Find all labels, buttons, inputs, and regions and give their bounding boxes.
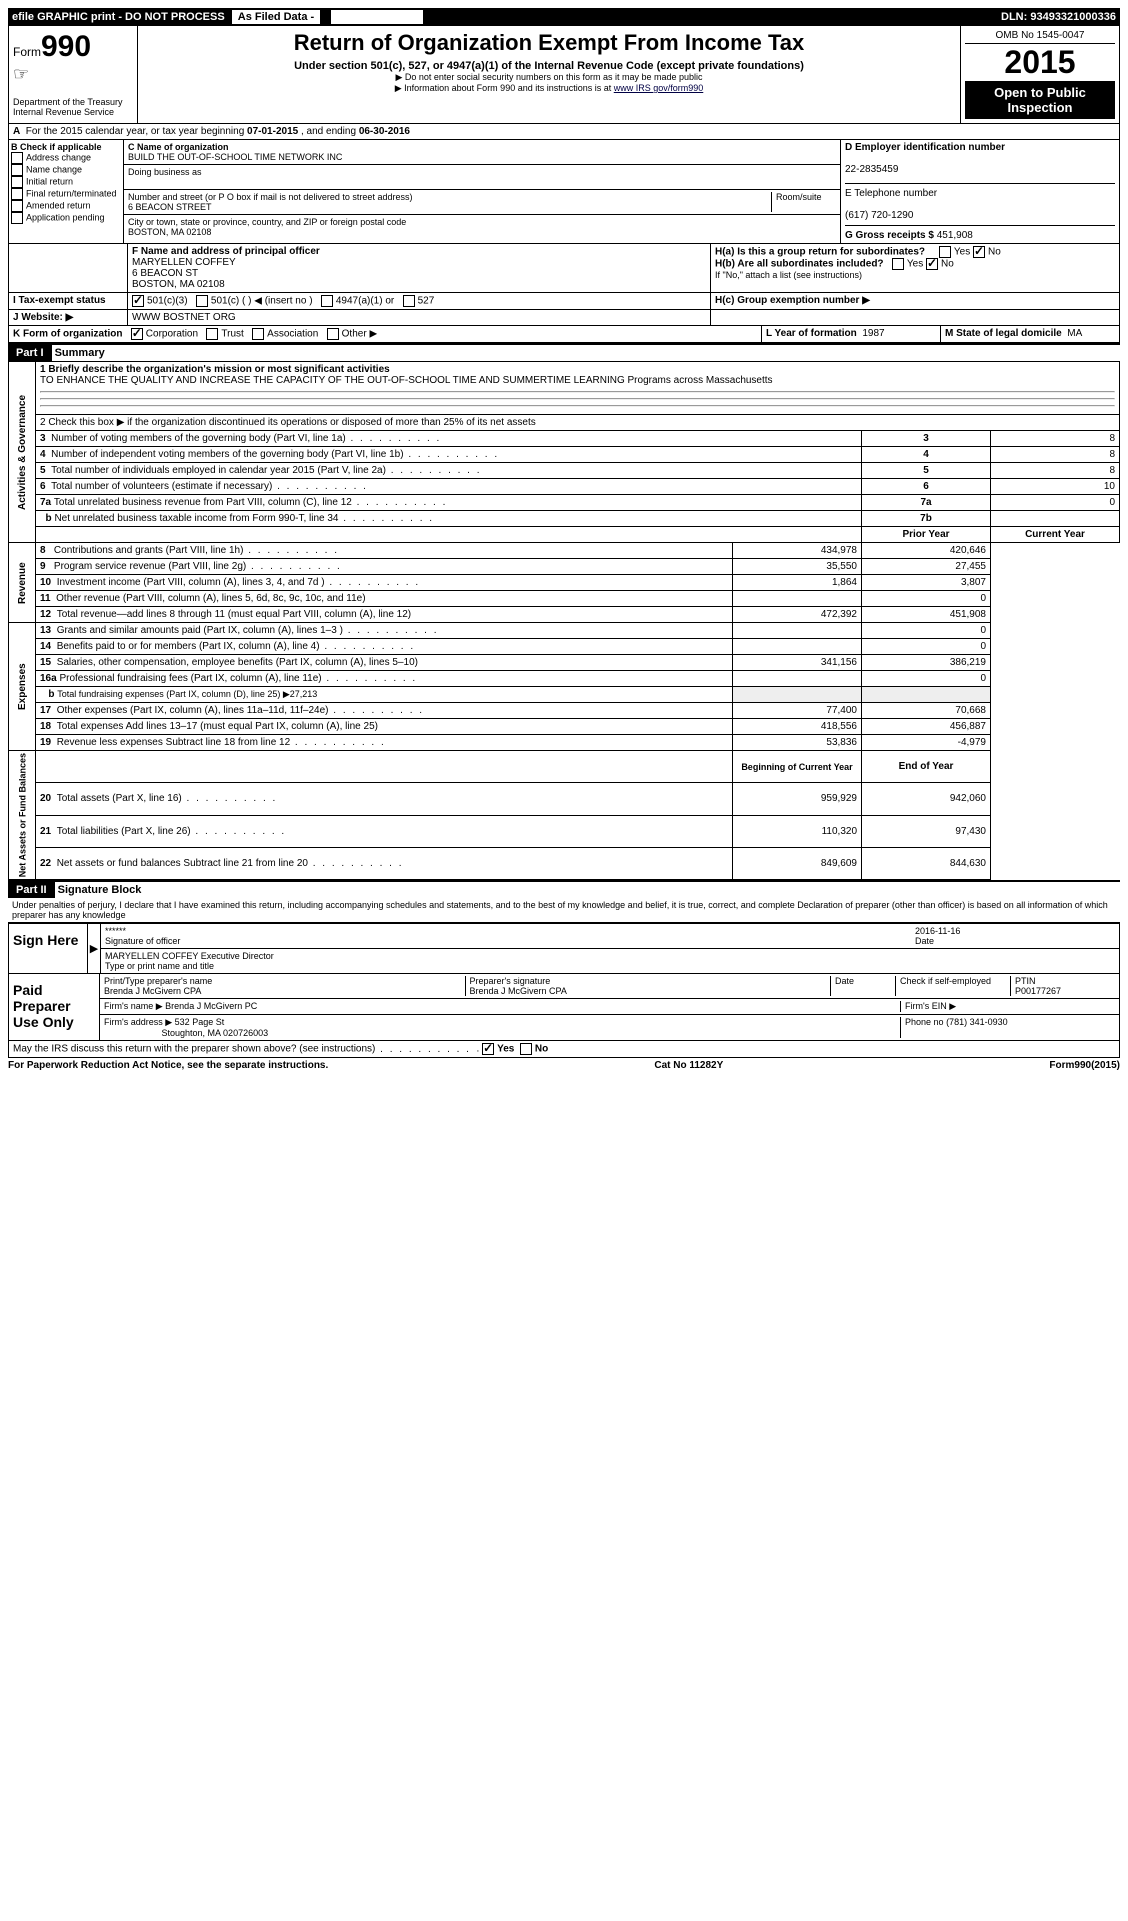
side-expenses: Expenses [9,623,36,751]
check-501c3[interactable] [132,295,144,307]
check-other[interactable] [327,328,339,340]
sign-here-label: Sign Here [9,924,87,973]
ein-value: 22-2835459 [845,164,898,175]
check-initial[interactable] [11,176,23,188]
form-number: 990 [41,30,91,63]
check-ha-no[interactable] [973,246,985,258]
phone-value: (617) 720-1290 [845,210,913,221]
signature-block: Sign Here ▶ ******Signature of officer 2… [8,922,1120,1041]
check-527[interactable] [403,295,415,307]
form-word: Form [13,45,41,59]
check-amended[interactable] [11,200,23,212]
check-discuss-no[interactable] [520,1043,532,1055]
check-hb-yes[interactable] [892,258,904,270]
check-discuss-yes[interactable] [482,1043,494,1055]
as-filed-blank [331,10,423,24]
note-info: ▶ Information about Form 990 and its ins… [142,83,956,94]
mission-text: TO ENHANCE THE QUALITY AND INCREASE THE … [40,375,773,386]
check-501c[interactable] [196,295,208,307]
line-j: J Website: ▶ WWW BOSTNET ORG [8,310,1120,326]
as-filed-field: As Filed Data - [232,10,320,24]
org-street: 6 BEACON STREET [128,202,212,212]
check-final[interactable] [11,188,23,200]
paid-preparer-label: Paid Preparer Use Only [9,974,99,1040]
section-bcd: B Check if applicable Address change Nam… [8,140,1120,244]
section-fh: F Name and address of principal officer … [8,244,1120,293]
dln-label: DLN: [1001,11,1027,23]
check-trust[interactable] [206,328,218,340]
omb-number: OMB No 1545-0047 [965,30,1115,44]
gross-receipts: 451,908 [937,230,973,241]
may-discuss-row: May the IRS discuss this return with the… [8,1041,1120,1058]
website-value: WWW BOSTNET ORG [128,310,711,325]
efile-label: efile GRAPHIC print - DO NOT PROCESS [12,11,225,23]
box-deg: D Employer identification number 22-2835… [841,140,1119,243]
box-c: C Name of organizationBUILD THE OUT-OF-S… [124,140,841,243]
perjury-declaration: Under penalties of perjury, I declare th… [8,898,1120,922]
check-corp[interactable] [131,328,143,340]
check-pending[interactable] [11,212,23,224]
check-assoc[interactable] [252,328,264,340]
line-i: I Tax-exempt status 501(c)(3) 501(c) ( )… [8,293,1120,310]
side-net-assets: Net Assets or Fund Balances [9,751,36,880]
note-ssn: ▶ Do not enter social security numbers o… [142,72,956,83]
form-subtitle: Under section 501(c), 527, or 4947(a)(1)… [142,60,956,72]
form-title: Return of Organization Exempt From Incom… [142,30,956,56]
dln-value: 93493321000336 [1030,11,1116,23]
org-name: BUILD THE OUT-OF-SCHOOL TIME NETWORK INC [128,152,342,162]
page-footer: For Paperwork Reduction Act Notice, see … [8,1060,1120,1071]
check-hb-no[interactable] [926,258,938,270]
side-revenue: Revenue [9,543,36,623]
line-a-tax-year: A For the 2015 calendar year, or tax yea… [8,124,1120,140]
box-b: B Check if applicable Address change Nam… [9,140,124,243]
org-city: BOSTON, MA 02108 [128,227,211,237]
part2-header: Part II Signature Block [8,880,1120,898]
summary-table: Activities & Governance 1 Briefly descri… [8,361,1120,880]
form-header: Form990 ☞ Department of the Treasury Int… [8,26,1120,124]
part1-header: Part I Summary [8,343,1120,361]
tax-year: 2015 [965,44,1115,81]
officer-printed: MARYELLEN COFFEY Executive Director [105,951,274,961]
open-public-badge: Open to Public Inspection [965,81,1115,119]
irs-link[interactable]: www IRS gov/form990 [614,83,704,93]
check-ha-yes[interactable] [939,246,951,258]
check-name[interactable] [11,164,23,176]
top-bar: efile GRAPHIC print - DO NOT PROCESS As … [8,8,1120,26]
officer-name: MARYELLEN COFFEY [132,257,236,268]
side-governance: Activities & Governance [9,362,36,543]
check-4947[interactable] [321,295,333,307]
dept-treasury: Department of the Treasury Internal Reve… [13,97,133,117]
check-address[interactable] [11,152,23,164]
line-klm: K Form of organization Corporation Trust… [8,326,1120,343]
